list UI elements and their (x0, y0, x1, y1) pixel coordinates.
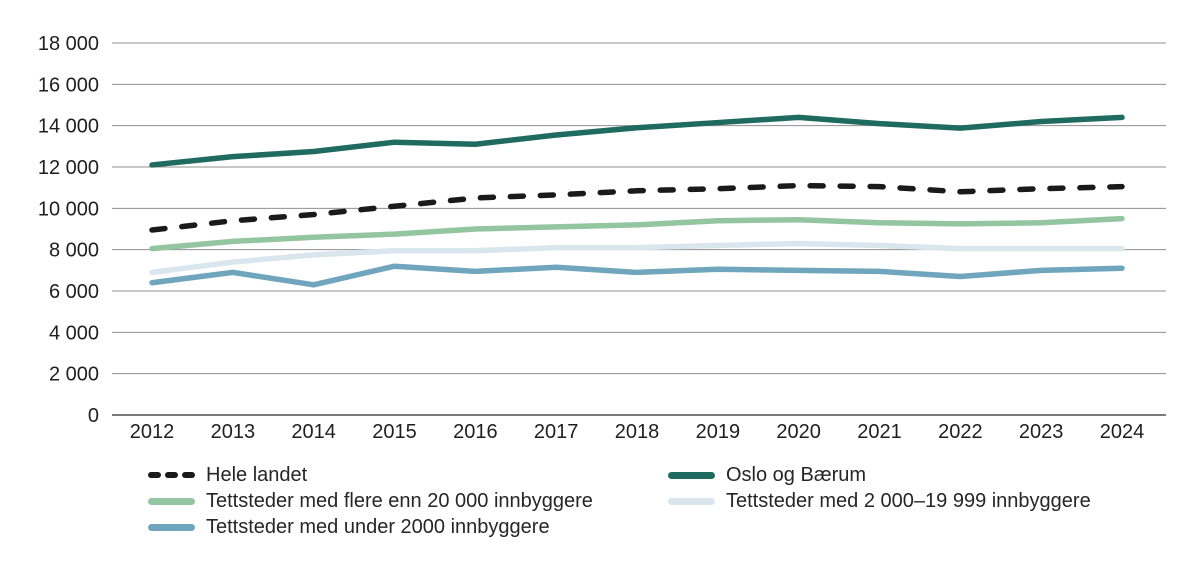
legend-swatch-icon (148, 523, 195, 531)
legend-column: Oslo og Bærum Tettsteder med 2 000–19 999… (668, 462, 1091, 514)
x-tick-label: 2023 (1019, 421, 1064, 443)
y-tick-label: 12 000 (38, 157, 99, 179)
x-tick-label: 2022 (938, 421, 983, 443)
x-tick-label: 2019 (696, 421, 741, 443)
x-tick-label: 2017 (534, 421, 579, 443)
series-line-3 (149, 240, 1125, 276)
series-line-0 (149, 182, 1125, 233)
y-tick-label: 8 000 (49, 240, 99, 262)
legend-label: Oslo og Bærum (726, 464, 867, 486)
x-tick-label: 2021 (857, 421, 902, 443)
series-line-1 (149, 114, 1125, 168)
y-tick-label: 2 000 (49, 364, 99, 386)
y-tick-label: 4 000 (49, 322, 99, 344)
legend-swatch-icon (668, 471, 715, 479)
legend-dash-segment (165, 471, 178, 479)
legend-item: Hele landet (148, 462, 593, 488)
line-chart-canvas: 0 2 000 4 000 6 000 8 000 10 000 12 000 14 000 1… (38, 33, 1166, 443)
y-tick-label: 16 000 (38, 74, 99, 96)
legend-label: Tettsteder med 2 000–19 999 innbyggere (726, 490, 1091, 512)
x-tick-label: 2020 (776, 421, 821, 443)
series-line-2 (149, 215, 1125, 252)
legend-item: Oslo og Bærum (668, 462, 1091, 488)
legend-dash-segment (182, 471, 195, 479)
legend-column: Hele landet Tettsteder med flere enn 20 0… (148, 462, 593, 540)
legend-item: Tettsteder med 2 000–19 999 innbyggere (668, 488, 1091, 514)
x-tick-label: 2024 (1100, 421, 1145, 443)
y-tick-label: 0 (88, 405, 99, 427)
x-tick-label: 2015 (372, 421, 417, 443)
legend-label: Hele landet (206, 464, 308, 486)
legend-item: Tettsteder med flere enn 20 000 innbygge… (148, 488, 593, 514)
x-tick-label: 2012 (130, 421, 175, 443)
legend-swatch-icon (668, 497, 715, 505)
legend-dash-segment (148, 471, 161, 479)
x-tick-label: 2013 (211, 421, 256, 443)
y-tick-label: 14 000 (38, 116, 99, 138)
legend-swatch-icon (148, 471, 195, 479)
x-tick-label: 2016 (453, 421, 498, 443)
legend-label: Tettsteder med under 2000 innbyggere (206, 516, 550, 538)
y-tick-label: 10 000 (38, 198, 99, 220)
x-tick-label: 2014 (291, 421, 336, 443)
legend-label: Tettsteder med flere enn 20 000 innbygge… (206, 490, 593, 512)
y-tick-label: 18 000 (38, 33, 99, 55)
series-line-4 (149, 263, 1125, 288)
legend-swatch-icon (148, 497, 195, 505)
legend-item: Tettsteder med under 2000 innbyggere (148, 514, 593, 540)
x-tick-label: 2018 (615, 421, 660, 443)
y-tick-label: 6 000 (49, 281, 99, 303)
